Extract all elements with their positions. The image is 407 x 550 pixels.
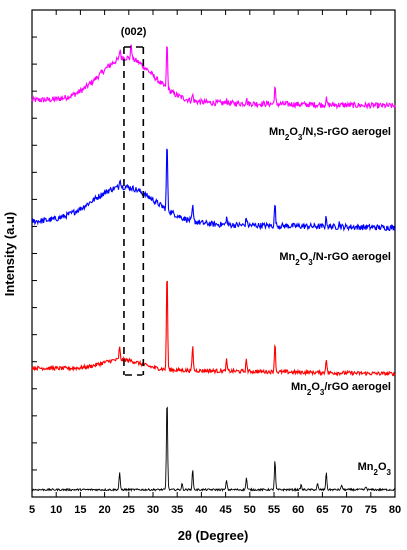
series-line (31, 406, 396, 492)
x-ticks: 5 10 15 20 25 30 35 40 45 50 55 60 65 70 75 80 (29, 10, 401, 516)
annotation-layer: (002) (121, 26, 147, 376)
x-tick-label: 25 (123, 504, 135, 516)
x-tick-label: 80 (389, 504, 401, 516)
x-tick-label: 45 (219, 504, 231, 516)
x-tick-label: 50 (244, 504, 256, 516)
x-tick-label: 60 (292, 504, 304, 516)
x-tick-label: 70 (340, 504, 352, 516)
series-line (31, 148, 396, 232)
x-axis-title: 2θ (Degree) (178, 528, 249, 543)
annotation-label: (002) (121, 26, 147, 38)
x-tick-label: 10 (50, 504, 62, 516)
x-tick-label: 35 (171, 504, 183, 516)
x-tick-label: 65 (316, 504, 328, 516)
series-label: Mn2O3/rGO aerogel (291, 381, 391, 397)
series-line (31, 280, 396, 377)
x-tick-label: 40 (195, 504, 207, 516)
y-axis-title: Intensity (a.u) (2, 212, 17, 297)
series-line (31, 44, 396, 110)
series-label: Mn2O3 (358, 461, 392, 477)
x-tick-label: 5 (29, 504, 35, 516)
series-label: Mn2O3/N-rGO aerogel (279, 251, 391, 267)
series-labels: Mn2O3/N,S-rGO aerogel Mn2O3/N-rGO aerogel… (269, 126, 392, 477)
x-tick-label: 75 (365, 504, 377, 516)
y-ticks (32, 36, 37, 471)
series-label: Mn2O3/N,S-rGO aerogel (269, 126, 391, 142)
series-layer (31, 44, 396, 492)
x-tick-label: 55 (268, 504, 280, 516)
x-tick-label: 20 (98, 504, 110, 516)
x-tick-label: 15 (74, 504, 86, 516)
x-tick-label: 30 (147, 504, 159, 516)
